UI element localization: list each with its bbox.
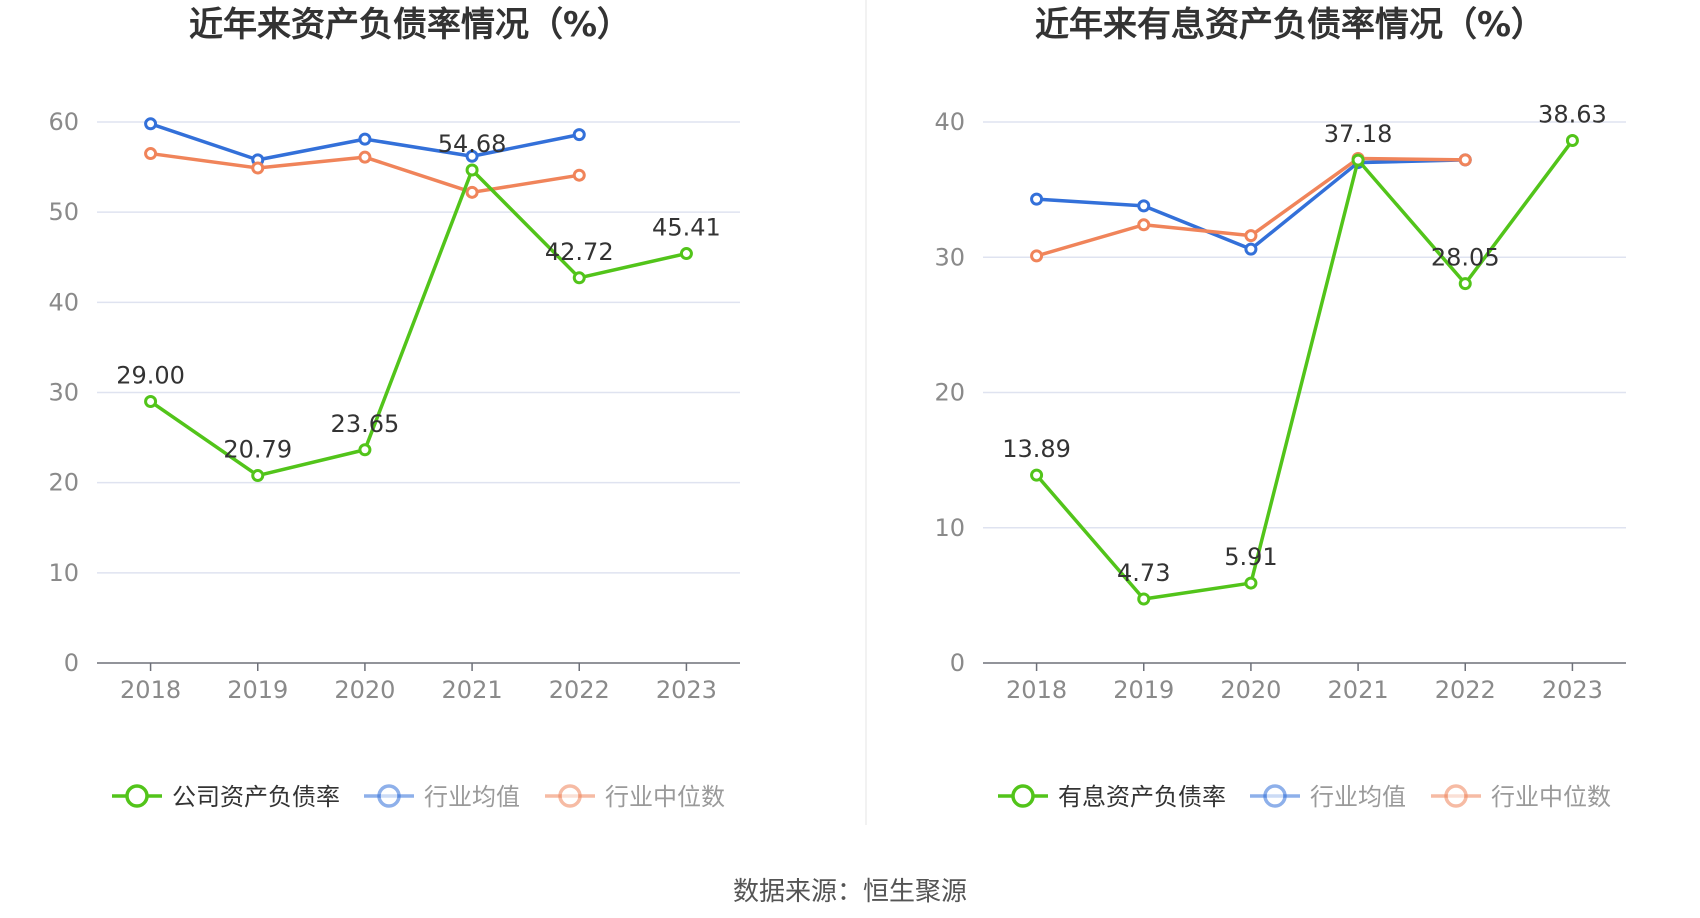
y-tick-label: 20 (48, 469, 79, 497)
legend-swatch-marker (377, 784, 401, 808)
data-point[interactable] (1137, 218, 1151, 232)
x-tick-label: 2022 (549, 676, 610, 704)
y-tick-label: 10 (934, 514, 965, 542)
data-point[interactable] (358, 132, 372, 146)
y-tick-label: 30 (934, 243, 965, 271)
y-tick-label: 60 (48, 108, 79, 136)
data-point[interactable] (572, 128, 586, 142)
legend-label: 行业均值 (1310, 783, 1406, 811)
data-point[interactable] (1244, 229, 1258, 243)
series-1 (144, 163, 693, 483)
legend-swatch-marker (1444, 784, 1468, 808)
data-label: 37.18 (1324, 120, 1393, 148)
data-point[interactable] (1137, 592, 1151, 606)
data-point[interactable] (1565, 134, 1579, 148)
data-point[interactable] (358, 443, 372, 457)
chart-title: 近年来有息资产负债率情况（%） (1035, 5, 1545, 45)
series-3 (144, 147, 586, 199)
legend-label: 行业中位数 (1491, 783, 1611, 811)
x-tick-label: 2021 (1328, 676, 1389, 704)
data-label: 20.79 (223, 436, 292, 464)
data-point[interactable] (251, 469, 265, 483)
data-label: 54.68 (438, 130, 507, 158)
y-tick-label: 30 (48, 379, 79, 407)
data-point[interactable] (465, 163, 479, 177)
legend-item-3[interactable]: 行业中位数 (1431, 783, 1611, 811)
chart-1: 近年来资产负债率情况（%） 0 10 20 30 40 50 60 2018 2019 2020 20… (48, 5, 740, 811)
y-tick-label: 0 (950, 649, 965, 677)
legend-item-1[interactable]: 有息资产负债率 (998, 783, 1226, 811)
x-tick-label: 2020 (334, 676, 395, 704)
data-point[interactable] (1244, 242, 1258, 256)
data-label: 45.41 (652, 214, 721, 242)
legend-swatch-marker (1263, 784, 1287, 808)
data-point[interactable] (572, 271, 586, 285)
data-point[interactable] (1458, 153, 1472, 167)
data-label: 29.00 (116, 362, 185, 390)
source-label: 数据来源：恒生聚源 (733, 877, 967, 907)
x-tick-label: 2022 (1435, 676, 1496, 704)
data-point[interactable] (572, 168, 586, 182)
y-tick-label: 20 (934, 379, 965, 407)
data-point[interactable] (358, 150, 372, 164)
series-line (149, 168, 687, 478)
data-label: 13.89 (1002, 435, 1071, 463)
x-tick-label: 2021 (442, 676, 503, 704)
x-tick-label: 2018 (1006, 676, 1067, 704)
data-point[interactable] (1030, 468, 1044, 482)
data-point[interactable] (1458, 277, 1472, 291)
y-tick-label: 50 (48, 198, 79, 226)
x-tick-label: 2019 (1113, 676, 1174, 704)
data-label: 28.05 (1431, 244, 1500, 272)
y-tick-label: 40 (934, 108, 965, 136)
legend-item-1[interactable]: 公司资产负债率 (112, 783, 340, 811)
chart-2: 近年来有息资产负债率情况（%） 0 10 20 30 40 2018 2019 2020 2021… (934, 5, 1626, 811)
data-label: 42.72 (545, 238, 614, 266)
legend-item-3[interactable]: 行业中位数 (545, 783, 725, 811)
data-point[interactable] (1137, 199, 1151, 213)
data-point[interactable] (144, 395, 158, 409)
x-tick-label: 2023 (656, 676, 717, 704)
data-label: 5.91 (1224, 543, 1277, 571)
x-tick-label: 2019 (227, 676, 288, 704)
data-label: 4.73 (1117, 559, 1170, 587)
data-point[interactable] (1030, 249, 1044, 263)
legend-label: 公司资产负债率 (172, 783, 340, 811)
series-line (1035, 139, 1574, 601)
data-point[interactable] (679, 247, 693, 261)
legend-label: 行业中位数 (605, 783, 725, 811)
data-point[interactable] (144, 117, 158, 131)
x-tick-label: 2018 (120, 676, 181, 704)
data-point[interactable] (465, 149, 479, 163)
data-point[interactable] (144, 147, 158, 161)
y-tick-label: 40 (48, 288, 79, 316)
x-tick-label: 2020 (1220, 676, 1281, 704)
data-point[interactable] (251, 161, 265, 175)
y-tick-label: 10 (48, 559, 79, 587)
data-point[interactable] (465, 185, 479, 199)
legend-label: 有息资产负债率 (1058, 783, 1226, 811)
legend-label: 行业均值 (424, 783, 520, 811)
legend-swatch-marker (125, 784, 149, 808)
legend-item-2[interactable]: 行业均值 (364, 783, 520, 811)
data-label: 38.63 (1538, 101, 1607, 129)
series-1 (1030, 134, 1579, 606)
legend-swatch-marker (1011, 784, 1035, 808)
data-point[interactable] (1030, 192, 1044, 206)
x-tick-label: 2023 (1542, 676, 1603, 704)
chart-title: 近年来资产负债率情况（%） (189, 5, 631, 45)
data-point[interactable] (1351, 153, 1365, 167)
data-point[interactable] (1244, 576, 1258, 590)
y-tick-label: 0 (64, 649, 79, 677)
data-label: 23.65 (331, 410, 400, 438)
legend-swatch-marker (558, 784, 582, 808)
series-2 (144, 117, 586, 167)
legend-item-2[interactable]: 行业均值 (1250, 783, 1406, 811)
